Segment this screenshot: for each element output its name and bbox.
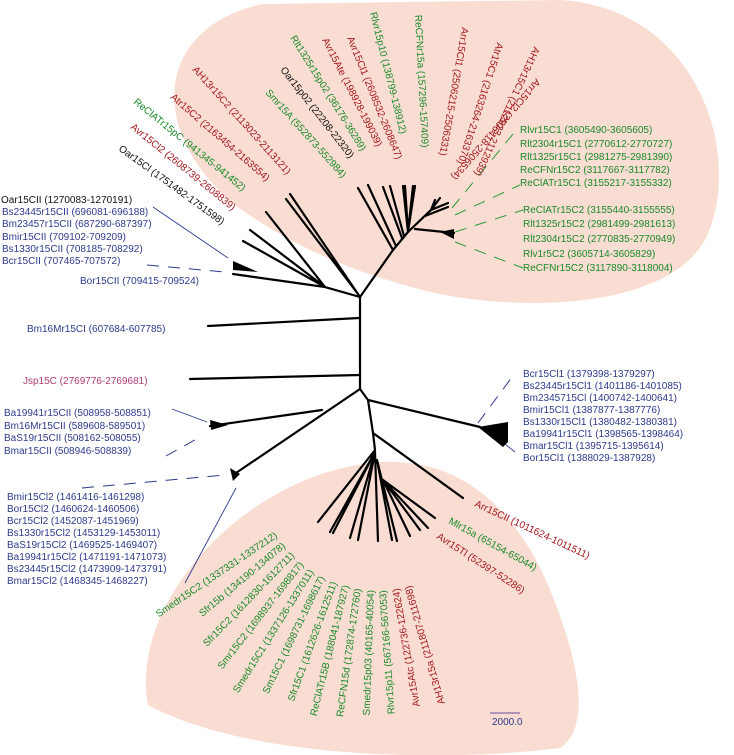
leaf-label: Bs1330r15Cl2 (1453129-1453011) <box>7 528 160 539</box>
leaf-label: Bs23445r15CII (696081-696188) <box>2 207 148 218</box>
leaf-label: Bor15CII (709415-709524) <box>80 276 199 287</box>
collapsed-clade <box>230 468 240 481</box>
top-clade-highlight <box>174 0 719 303</box>
leaf-label: Bm16Mr15CII (589608-589501) <box>4 421 145 432</box>
leaf-label: Ba19941r15Cl1 (1398565-1398464) <box>523 429 683 440</box>
leaf-label: Bmar15Cl1 (1395715-1395614) <box>523 441 664 452</box>
leaf-label: Bs23445r15Cl1 (1401186-1401085) <box>523 381 682 392</box>
leaf-label: Rlv1r5C2 (3605714-3605829) <box>523 249 655 260</box>
left-bottom-labels: Bmir15Cl2 (1461416-1461298) Bor15Cl2 (14… <box>7 492 167 587</box>
leaf-label: ReClATr15C2 (3155440-3155555) <box>523 205 675 216</box>
collapsed-clade <box>233 261 258 272</box>
scale-bar-label: 2000.0 <box>492 717 523 728</box>
left-mid-labels: Ba19941r15CII (508958-508851) Bm16Mr15CI… <box>4 408 151 457</box>
leaf-label: Bmar15Cl2 (1468345-1468227) <box>7 576 148 587</box>
leaf-label: Bcr15Cl1 (1379398-1379297) <box>523 369 655 380</box>
leaf-label: BaS19r15CII (508162-508055) <box>4 433 141 444</box>
bottom-clade-highlight <box>146 461 579 755</box>
scale-bar: 2000.0 <box>490 712 523 728</box>
leaf-label: Bs1330r15Cl1 (1380482-1380381) <box>523 417 677 428</box>
collapsed-clade <box>440 229 454 239</box>
leaf-label: Bm2345715Cl (1400742-1400641) <box>523 393 677 404</box>
leaf-label: ReCFNr15C2 (3117890-3118004) <box>523 263 673 274</box>
leaf-label: Ba19941r15Cl2 (1471191-1471073) <box>7 552 166 563</box>
leaf-label: Bs23445r15Cl2 (1473909-1473791) <box>7 564 167 575</box>
leaf-label: Rlt2304r15C1 (2770612-2770727) <box>520 139 672 150</box>
right-mid-labels: Bcr15Cl1 (1379398-1379297) Bs23445r15Cl1… <box>523 369 683 464</box>
leaf-label: Rlt1325r15C1 (2981275-2981390) <box>520 152 672 163</box>
leaf-label-bm16mr15ci: Bm16Mr15CI (607684-607785) <box>27 324 165 335</box>
leaf-label: Rlt2304r15C2 (2770835-2770949) <box>523 234 675 245</box>
leaf-label: Bmir15Cl1 (1387877-1387776) <box>523 405 660 416</box>
leaf-label: Bor15Cl1 (1388029-1387928) <box>523 453 655 464</box>
leaf-label: Bmir15CII (709102-709209) <box>2 232 126 243</box>
leader-lines <box>81 127 524 584</box>
leaf-label-jsp15c: Jsp15C (2769776-2769681) <box>23 376 148 387</box>
right-top-labels: Rlvr15C1 (3605490-3605605) Rlt2304r15C1 … <box>520 125 675 274</box>
leaf-label: Bcr15Cl2 (1452087-1451969) <box>7 516 139 527</box>
leaf-label: Bcr15CII (707465-707572) <box>2 256 120 267</box>
leaf-label: Oar15CII (1270083-1270191) <box>1 195 132 206</box>
collapsed-clade <box>478 422 508 447</box>
collapsed-clade <box>210 420 228 430</box>
leaf-label: BaS19r15Cl2 (1469525-1469407) <box>7 540 157 551</box>
leaf-label: Bor15Cl2 (1460624-1460506) <box>7 504 139 515</box>
leaf-label: Rlt1325r15C2 (2981499-2981613) <box>523 219 675 230</box>
leaf-label: Smedr15p03 (40165-40054) <box>362 590 377 716</box>
tree-branches <box>188 183 508 543</box>
left-top-labels: Oar15CII (1270083-1270191) Bs23445r15CII… <box>1 195 199 287</box>
leaf-label: ReClATr15C1 (3155217-3155332) <box>520 178 672 189</box>
leaf-label: Bmar15CII (508946-508839) <box>4 446 131 457</box>
leaf-label: Bmir15Cl2 (1461416-1461298) <box>7 492 144 503</box>
leaf-label: Rlvr15C1 (3605490-3605605) <box>520 125 652 136</box>
leaf-label: Ba19941r15CII (508958-508851) <box>4 408 151 419</box>
leaf-label: Bs1330r15CII (708185-708292) <box>2 244 143 255</box>
leaf-label: Bm23457r15CII (687290-687397) <box>2 219 152 230</box>
leaf-label: ReCFNr15C2 (3117667-3117782) <box>520 165 670 176</box>
